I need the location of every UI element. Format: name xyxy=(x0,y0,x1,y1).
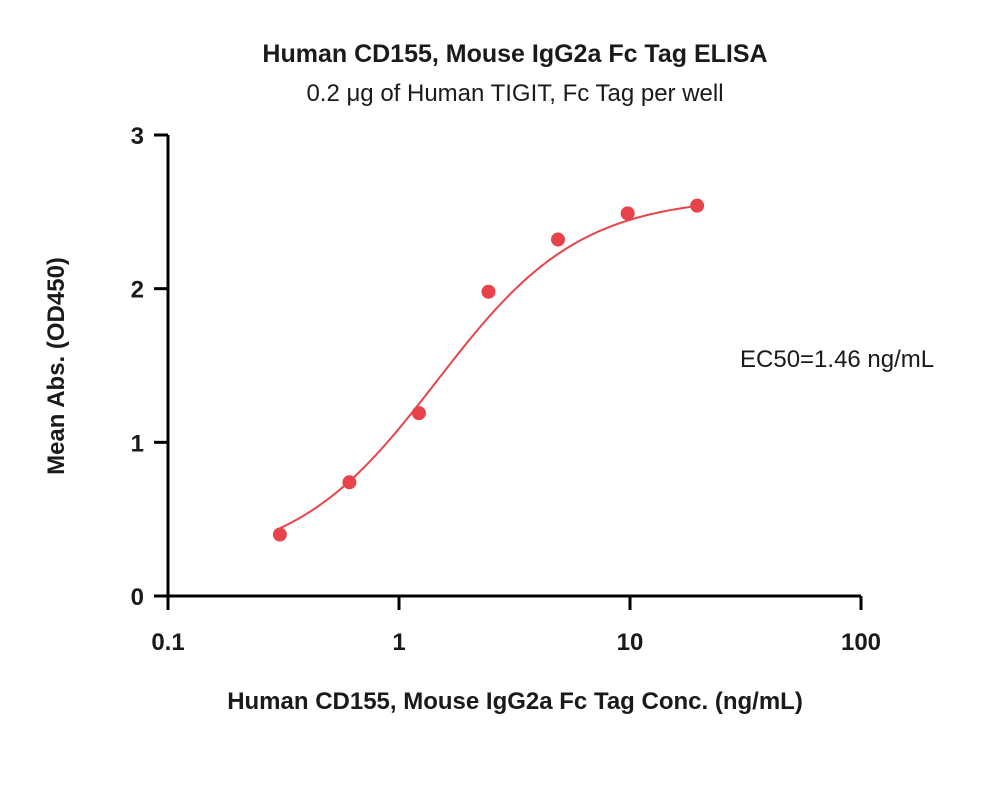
x-tick-label: 100 xyxy=(841,629,881,656)
data-point xyxy=(272,527,287,542)
fit-curve xyxy=(279,204,698,530)
axes xyxy=(166,135,861,598)
data-point xyxy=(481,284,496,299)
y-tick-label: 1 xyxy=(131,430,144,457)
y-tick-label: 3 xyxy=(131,123,144,150)
x-axis-label: Human CD155, Mouse IgG2a Fc Tag Conc. (n… xyxy=(227,688,803,715)
ec50-annotation: EC50=1.46 ng/mL xyxy=(740,346,934,373)
data-point xyxy=(411,406,426,421)
x-tick-label: 10 xyxy=(617,629,644,656)
data-point xyxy=(690,198,705,213)
x-tick-label: 1 xyxy=(392,629,405,656)
chart-subtitle: 0.2 μg of Human TIGIT, Fc Tag per well xyxy=(306,80,723,107)
y-tick-label: 2 xyxy=(131,277,144,304)
data-point xyxy=(620,206,635,221)
data-points xyxy=(272,198,705,542)
data-point xyxy=(342,475,357,490)
x-tick-label: 0.1 xyxy=(151,629,184,656)
y-tick-label: 0 xyxy=(131,584,144,611)
chart-title: Human CD155, Mouse IgG2a Fc Tag ELISA xyxy=(262,40,767,68)
fit-curve-layer xyxy=(279,204,698,530)
y-axis-label: Mean Abs. (OD450) xyxy=(43,257,70,475)
data-point xyxy=(551,232,566,247)
ticks: 0 1 2 3 0.1 1 10 100 xyxy=(131,123,881,656)
